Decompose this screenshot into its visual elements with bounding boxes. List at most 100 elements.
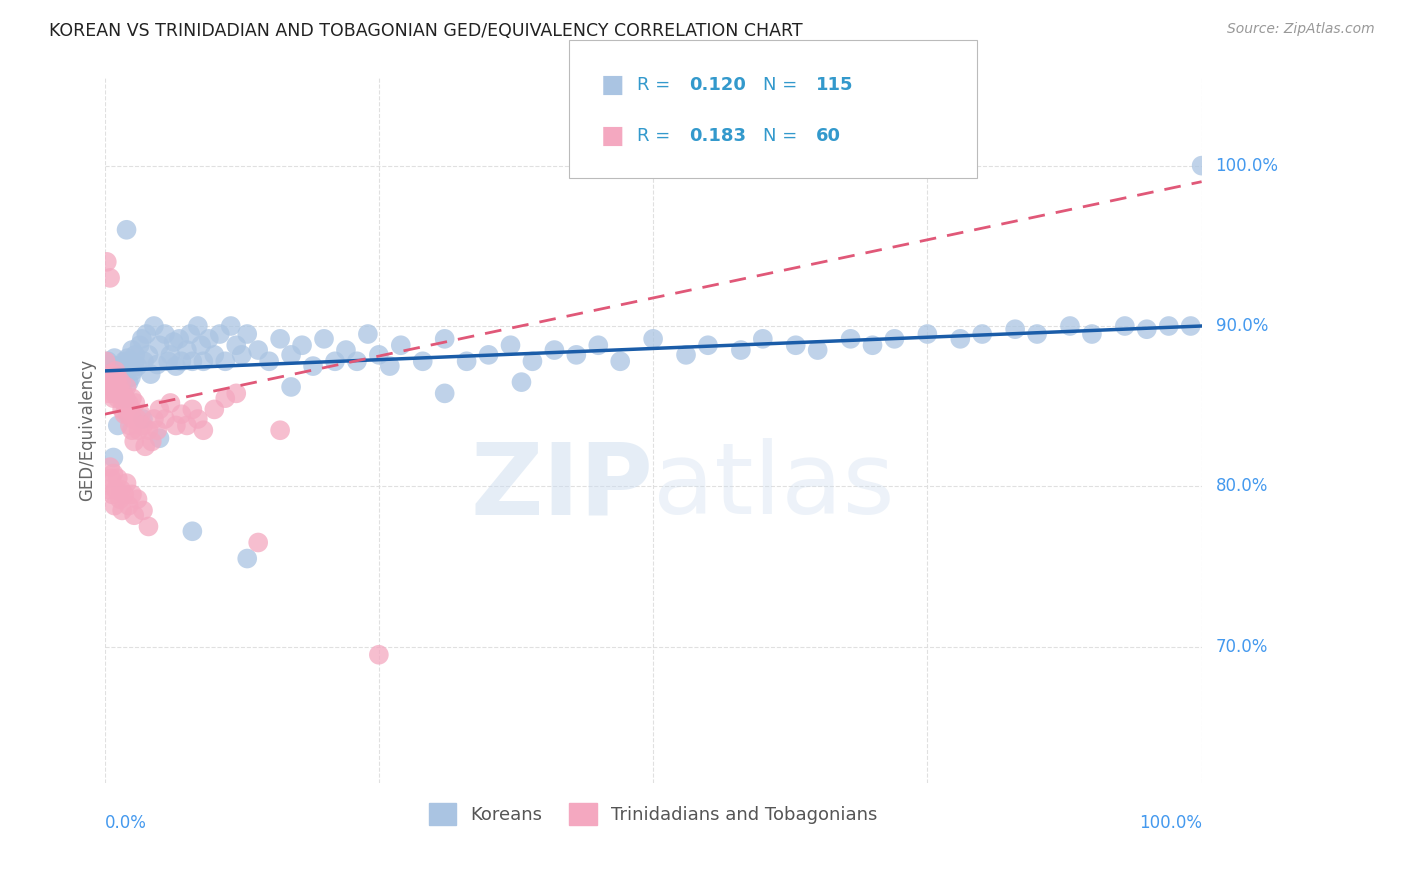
Point [112, 396, 135, 410]
Point [108, 380, 131, 394]
Point [114, 391, 136, 405]
Point [302, 359, 325, 373]
Point [257, 354, 280, 368]
Point [127, 412, 149, 426]
Point [159, 348, 181, 362]
Point [148, 402, 170, 417]
Point [456, 354, 478, 368]
Point [141, 434, 163, 449]
Point [208, 326, 231, 341]
Point [146, 358, 169, 372]
Point [163, 334, 186, 349]
Point [176, 418, 198, 433]
Point [101, 380, 124, 394]
Point [110, 391, 132, 405]
Point [202, 348, 225, 362]
Point [367, 348, 389, 362]
Point [98, 271, 121, 285]
Point [96, 364, 118, 378]
Y-axis label: GED/Equivalency: GED/Equivalency [79, 359, 96, 501]
Point [98, 367, 121, 381]
Point [104, 483, 127, 497]
Point [128, 423, 150, 437]
Point [143, 412, 166, 426]
Point [225, 338, 247, 352]
Point [103, 375, 125, 389]
Point [110, 359, 132, 373]
Point [159, 396, 181, 410]
Point [433, 332, 456, 346]
Point [118, 396, 141, 410]
Point [103, 351, 125, 365]
Point [643, 332, 665, 346]
Point [104, 364, 127, 378]
Point [752, 332, 775, 346]
Point [104, 359, 127, 373]
Point [107, 364, 129, 378]
Point [269, 332, 291, 346]
Point [98, 460, 121, 475]
Text: KOREAN VS TRINIDADIAN AND TOBAGONIAN GED/EQUIVALENCY CORRELATION CHART: KOREAN VS TRINIDADIAN AND TOBAGONIAN GED… [49, 22, 803, 40]
Text: 80.0%: 80.0% [1216, 477, 1268, 495]
Point [138, 423, 160, 437]
Text: Source: ZipAtlas.com: Source: ZipAtlas.com [1227, 22, 1375, 37]
Point [107, 370, 129, 384]
Text: 100.0%: 100.0% [1139, 814, 1202, 831]
Text: 90.0%: 90.0% [1216, 317, 1268, 335]
Text: R =: R = [637, 127, 676, 145]
Point [280, 348, 302, 362]
Point [105, 375, 128, 389]
Point [94, 354, 117, 368]
Point [346, 354, 368, 368]
Point [167, 332, 190, 346]
Point [148, 338, 170, 352]
Point [335, 343, 357, 357]
Point [247, 343, 270, 357]
Point [139, 367, 162, 381]
Point [121, 423, 143, 437]
Point [117, 351, 139, 365]
Point [193, 354, 215, 368]
Point [124, 348, 146, 362]
Text: 100.0%: 100.0% [1216, 157, 1278, 175]
Text: R =: R = [637, 76, 676, 94]
Point [118, 354, 141, 368]
Point [114, 391, 136, 405]
Point [1157, 318, 1180, 333]
Text: ZIP: ZIP [470, 438, 654, 535]
Point [103, 499, 125, 513]
Point [588, 338, 610, 352]
Text: 0.0%: 0.0% [104, 814, 146, 831]
Point [110, 483, 132, 497]
Text: atlas: atlas [654, 438, 894, 535]
Point [122, 508, 145, 523]
Point [127, 359, 149, 373]
Point [115, 476, 138, 491]
Point [120, 370, 142, 384]
Point [108, 492, 131, 507]
Point [122, 412, 145, 426]
Point [214, 354, 236, 368]
Point [111, 503, 134, 517]
Point [118, 499, 141, 513]
Point [214, 391, 236, 405]
Point [103, 391, 125, 405]
Point [193, 423, 215, 437]
Point [138, 519, 160, 533]
Point [112, 386, 135, 401]
Point [115, 223, 138, 237]
Point [179, 326, 201, 341]
Point [112, 354, 135, 368]
Point [104, 383, 127, 397]
Point [115, 380, 138, 394]
Point [236, 326, 259, 341]
Point [107, 471, 129, 485]
Point [357, 326, 380, 341]
Point [131, 332, 153, 346]
Text: N =: N = [763, 76, 803, 94]
Point [1180, 318, 1202, 333]
Point [198, 332, 221, 346]
Point [101, 367, 124, 381]
Text: 70.0%: 70.0% [1216, 638, 1268, 656]
Point [176, 343, 198, 357]
